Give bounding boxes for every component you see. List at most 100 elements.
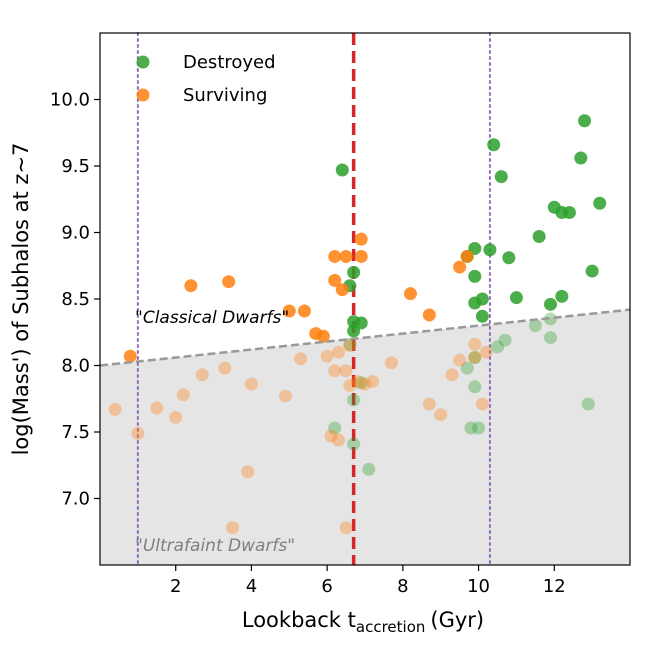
legend-marker-surviving	[136, 88, 150, 102]
ultrafaint-dwarfs-annotation: "Ultrafaint Dwarfs"	[135, 536, 295, 556]
surviving-point	[131, 426, 145, 440]
surviving-point	[332, 345, 345, 359]
y-tick-label: 9.5	[61, 156, 90, 177]
surviving-point	[195, 368, 209, 382]
surviving-point	[350, 374, 364, 388]
x-tick-label: 2	[170, 576, 181, 597]
y-tick-label: 8.5	[61, 289, 90, 310]
destroyed-point	[593, 196, 607, 210]
destroyed-point	[544, 331, 557, 345]
x-axis-label-subscript: accretion	[356, 618, 426, 636]
destroyed-point	[460, 361, 474, 375]
surviving-point	[316, 329, 330, 343]
surviving-point	[453, 353, 467, 367]
vertical-reference-lines	[136, 32, 491, 566]
annotations: "Classical Dwarfs" "Ultrafaint Dwarfs"	[135, 308, 295, 556]
destroyed-point	[468, 269, 482, 283]
surviving-point	[422, 397, 436, 411]
surviving-point	[339, 249, 353, 263]
axis-labels: Lookback taccretion (Gyr) log(Mass') of S…	[9, 143, 484, 636]
destroyed-point	[585, 264, 599, 278]
destroyed-point	[532, 229, 546, 243]
destroyed-point	[354, 376, 368, 390]
destroyed-point	[578, 114, 592, 128]
surviving-point	[169, 410, 183, 424]
surviving-point	[358, 377, 372, 391]
surviving-point	[150, 401, 164, 415]
ultrafaint-shaded-region	[100, 309, 630, 565]
surviving-point	[422, 308, 436, 322]
destroyed-point	[555, 289, 569, 303]
destroyed-point	[343, 337, 357, 351]
surviving-point	[475, 397, 489, 411]
destroyed-point	[528, 319, 542, 333]
surviving-point	[354, 232, 368, 246]
destroyed-point	[487, 138, 501, 152]
destroyed-point	[362, 462, 376, 476]
surviving-point	[282, 304, 296, 318]
y-tick-label: 8.0	[61, 356, 90, 377]
x-tick-label: 4	[246, 576, 257, 597]
classical-dwarfs-annotation: "Classical Dwarfs"	[135, 308, 289, 328]
surviving-point	[123, 349, 137, 363]
x-axis-label-unit: (Gyr)	[430, 608, 484, 632]
destroyed-point	[354, 316, 368, 330]
destroyed-point	[347, 393, 361, 407]
x-tick-label: 10	[467, 576, 490, 597]
y-axis-label: log(Mass') of Subhalos at z~7	[9, 143, 33, 456]
surviving-point	[297, 304, 311, 318]
surviving-point	[335, 283, 349, 297]
surviving-point	[339, 521, 353, 535]
destroyed-point	[475, 292, 489, 306]
surviving-point	[328, 273, 342, 287]
surviving-point	[460, 249, 474, 263]
destroyed-point	[328, 421, 342, 435]
destroyed-point	[483, 243, 497, 257]
surviving-point	[218, 361, 232, 375]
destroyed-point	[544, 312, 557, 326]
surviving-point	[328, 364, 342, 378]
x-tick-label: 8	[397, 576, 408, 597]
shaded-region	[100, 309, 630, 565]
surviving-point	[403, 287, 417, 301]
surviving-point	[176, 388, 190, 402]
surviving-point	[328, 249, 342, 263]
axes: 2 4 6 8 10 12 7.0 7.5 8.0 8.5 9.0 9.5 10.0	[50, 32, 631, 597]
surviving-point	[324, 429, 338, 443]
surviving-point	[222, 275, 236, 289]
surviving-point	[354, 249, 368, 263]
destroyed-point	[574, 151, 588, 165]
surviving-point	[343, 378, 357, 392]
surviving-point	[343, 339, 357, 353]
destroyed-point	[509, 291, 523, 305]
destroyed-point	[472, 421, 486, 435]
surviving-point	[241, 465, 255, 479]
destroyed-point	[347, 437, 361, 451]
data-points	[99, 114, 631, 535]
destroyed-point	[498, 333, 512, 347]
x-axis-label: Lookback taccretion (Gyr)	[242, 608, 484, 636]
surviving-point	[453, 260, 467, 274]
x-tick-label: 12	[543, 576, 566, 597]
legend-marker-destroyed	[136, 55, 150, 69]
surviving-point	[320, 349, 334, 363]
surviving-point	[108, 402, 122, 416]
legend-label-destroyed: Destroyed	[183, 52, 276, 73]
y-tick-label: 9.0	[61, 223, 90, 244]
surviving-point	[468, 351, 482, 365]
surviving-point	[339, 364, 353, 378]
y-tick-label: 7.0	[61, 489, 90, 510]
surviving-point	[468, 337, 482, 351]
y-tick-label: 7.5	[61, 422, 90, 443]
destroyed-point	[494, 170, 508, 184]
surviving-point	[226, 521, 239, 535]
surviving-point	[479, 345, 493, 359]
x-axis-label-main: Lookback t	[242, 608, 356, 632]
surviving-point	[294, 352, 308, 366]
destroyed-point	[464, 421, 478, 435]
legend-label-surviving: Surviving	[183, 85, 267, 106]
surviving-point	[445, 368, 459, 382]
surviving-point	[279, 389, 292, 403]
destroyed-point	[491, 340, 504, 354]
